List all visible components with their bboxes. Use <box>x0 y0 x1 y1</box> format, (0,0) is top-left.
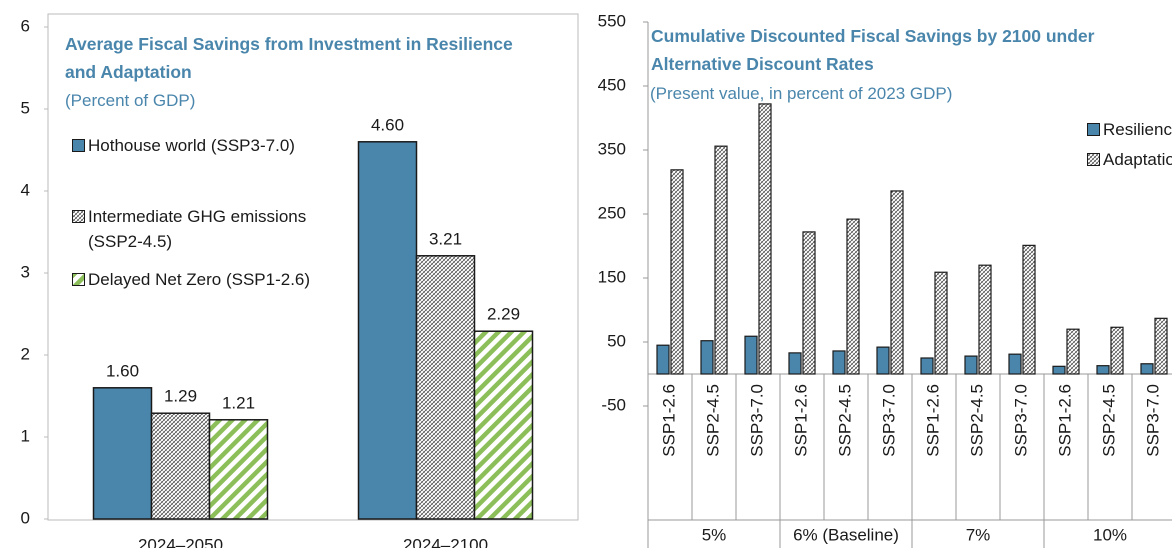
x-tick-label: SSP3-7.0 <box>1143 384 1162 457</box>
legend-swatch <box>1087 123 1100 136</box>
bar <box>357 141 418 520</box>
legend-swatch <box>72 139 85 152</box>
y-tick-label: 3 <box>21 262 30 281</box>
y-tick-label: 150 <box>598 267 626 286</box>
legend-entry: Delayed Net Zero (SSP1-2.6) <box>72 267 347 292</box>
bar <box>1066 328 1080 375</box>
bar <box>1008 353 1022 375</box>
data-label: 4.60 <box>371 115 404 134</box>
y-tick-label: 550 <box>598 11 626 30</box>
legend-swatch <box>1087 153 1100 166</box>
y-tick-label: 2 <box>21 344 30 363</box>
bar <box>1110 326 1124 375</box>
bar <box>1096 365 1110 375</box>
y-tick-label: 5 <box>21 98 30 117</box>
bar <box>846 218 860 375</box>
y-tick-label: 450 <box>598 75 626 94</box>
swatch-fill <box>1087 153 1100 166</box>
chart-subtitle: (Percent of GDP) <box>65 91 196 110</box>
swatch-fill <box>1087 123 1100 136</box>
x-tick-label: SSP2-4.5 <box>703 384 722 457</box>
y-tick-label: 4 <box>21 180 30 199</box>
y-tick-label: 1 <box>21 426 30 445</box>
legend-entry: Resilience <box>1087 117 1172 142</box>
bar <box>788 352 802 375</box>
bar <box>670 169 684 375</box>
bar <box>920 357 934 375</box>
x-tick-label: SSP3-7.0 <box>879 384 898 457</box>
y-tick-label: 350 <box>598 139 626 158</box>
bar <box>656 344 670 375</box>
legend-label: Delayed Net Zero (SSP1-2.6) <box>88 270 311 289</box>
data-label: 1.29 <box>164 387 197 406</box>
swatch-fill <box>72 273 85 286</box>
bar <box>964 355 978 375</box>
x-tick-label: SSP3-7.0 <box>1011 384 1030 457</box>
bar <box>802 231 816 375</box>
data-label: 2.29 <box>487 305 520 324</box>
y-tick-label: 6 <box>21 16 30 35</box>
bar <box>1022 244 1036 375</box>
x-tick-label: SSP3-7.0 <box>747 384 766 457</box>
data-label: 1.60 <box>106 361 139 380</box>
legend-label: Resilience <box>1103 120 1172 139</box>
group-label: 7% <box>966 525 991 544</box>
bar <box>92 387 153 520</box>
x-tick-label: SSP2-4.5 <box>835 384 854 457</box>
swatch-fill <box>72 210 85 223</box>
bar <box>473 330 534 520</box>
x-tick-label: SSP2-4.5 <box>1099 384 1118 457</box>
bar <box>415 255 476 520</box>
data-label: 1.21 <box>222 393 255 412</box>
bar <box>1140 363 1154 375</box>
bar <box>700 340 714 375</box>
bar <box>150 412 211 520</box>
legend-entry: Intermediate GHG emissions (SSP2-4.5) <box>72 204 347 254</box>
chart-subtitle: (Present value, in percent of 2023 GDP) <box>650 84 953 103</box>
legend-entry: Adaptation <box>1087 147 1172 172</box>
bar <box>832 350 846 375</box>
bar <box>714 145 728 375</box>
bar <box>1052 365 1066 375</box>
bar <box>978 264 992 375</box>
x-tick-label: SSP1-2.6 <box>923 384 942 457</box>
x-tick-label: SSP2-4.5 <box>967 384 986 457</box>
chart-title: Cumulative Discounted Fiscal Savings by … <box>651 26 1095 74</box>
x-tick-label: 2024–2100 <box>403 535 488 548</box>
legend-entry: Hothouse world (SSP3-7.0) <box>72 133 347 158</box>
bar <box>744 335 758 375</box>
plot-frame <box>47 13 579 521</box>
swatch-fill <box>72 139 85 152</box>
bar <box>876 346 890 375</box>
bar <box>890 190 904 375</box>
x-tick-label: SSP1-2.6 <box>659 384 678 457</box>
data-label: 3.21 <box>429 229 462 248</box>
x-tick-label: SSP1-2.6 <box>791 384 810 457</box>
y-tick-label: -50 <box>601 395 626 414</box>
y-tick-label: 0 <box>21 508 30 527</box>
x-tick-label: SSP1-2.6 <box>1055 384 1074 457</box>
legend-label: Intermediate GHG emissions (SSP2-4.5) <box>88 207 307 251</box>
bar <box>208 419 269 520</box>
bar <box>1154 317 1168 375</box>
legend-swatch <box>72 210 85 223</box>
group-label: 6% (Baseline) <box>793 525 899 544</box>
bar <box>758 103 772 375</box>
legend-swatch <box>72 273 85 286</box>
legend-label: Adaptation <box>1103 150 1172 169</box>
bar <box>934 271 948 375</box>
y-tick-label: 50 <box>607 331 626 350</box>
y-tick-label: 250 <box>598 203 626 222</box>
group-label: 10% <box>1093 525 1127 544</box>
x-tick-label: 2024–2050 <box>138 535 223 548</box>
legend-label: Hothouse world (SSP3-7.0) <box>88 136 295 155</box>
chart-title: Average Fiscal Savings from Investment i… <box>65 34 513 82</box>
group-label: 5% <box>702 525 727 544</box>
